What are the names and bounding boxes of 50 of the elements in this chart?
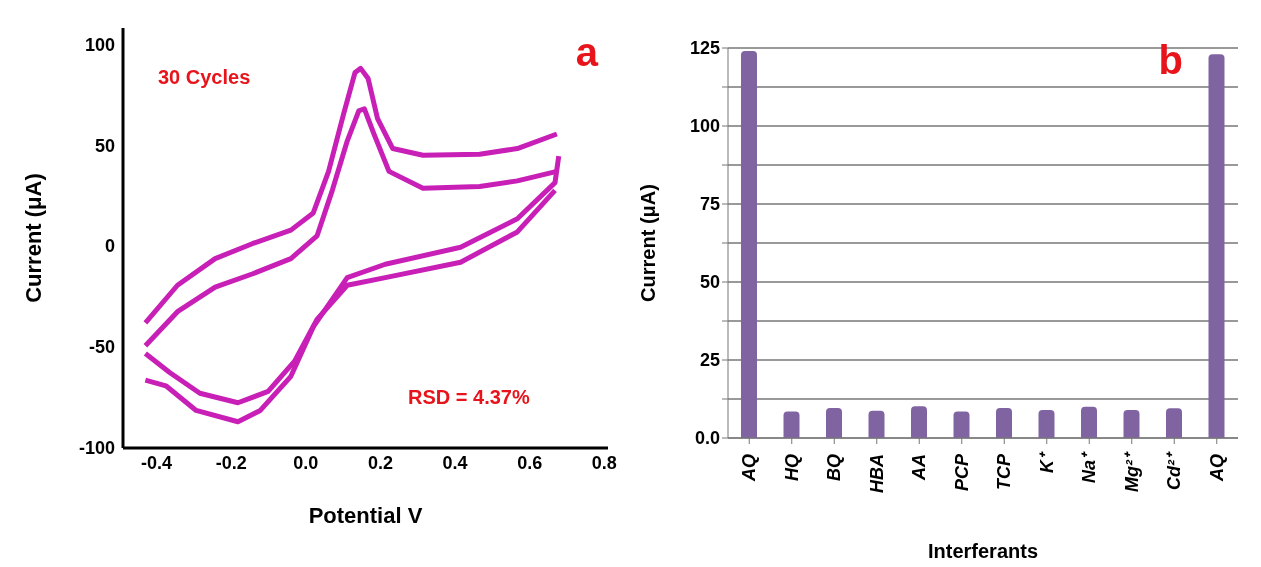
bar	[1123, 409, 1140, 438]
x-tick-label: HQ	[781, 454, 802, 481]
x-tick-label: 0.0	[293, 452, 319, 473]
x-tick-label: PCP	[951, 453, 972, 492]
x-tick-label: -0.4	[141, 452, 173, 473]
bar	[741, 51, 757, 438]
y-tick-label: 0.0	[694, 428, 720, 449]
bar	[911, 406, 927, 438]
x-tick-label: Na⁺	[1079, 451, 1100, 484]
y-tick-label: -50	[88, 337, 115, 358]
x-tick-label: 0.8	[591, 452, 617, 473]
annotation: b	[1158, 38, 1183, 83]
y-tick-label: 100	[689, 116, 720, 137]
x-tick-label: HBA	[866, 454, 887, 493]
bar	[1081, 406, 1097, 438]
bar	[1038, 409, 1055, 438]
bar	[783, 411, 800, 438]
y-tick-label: 50	[94, 135, 115, 156]
x-tick-label: 0.4	[442, 452, 468, 473]
x-tick-label: AQ	[1206, 454, 1227, 482]
y-tick-label: -100	[78, 438, 115, 459]
bar	[826, 408, 842, 438]
annotation: 30 Cycles	[158, 66, 251, 89]
x-tick-label: BQ	[824, 454, 845, 481]
y-tick-label: 100	[84, 34, 115, 55]
bar	[953, 411, 970, 438]
x-tick-label: 0.6	[517, 452, 543, 473]
y-axis-title: Current (μA)	[20, 173, 46, 303]
bar	[996, 408, 1012, 438]
annotation: a	[575, 30, 598, 75]
x-tick-label: Cd²⁺	[1164, 451, 1185, 490]
y-tick-label: 25	[699, 350, 720, 371]
x-tick-label: AQ	[739, 454, 760, 482]
x-tick-label: Mg²⁺	[1121, 451, 1142, 492]
y-tick-label: 0	[104, 236, 115, 257]
x-tick-label: K⁺	[1036, 451, 1057, 473]
x-tick-label: TCP	[994, 453, 1015, 490]
y-tick-label: 50	[699, 272, 720, 293]
x-tick-label: AA	[909, 454, 930, 481]
x-axis-title: Interferants	[927, 540, 1039, 562]
x-tick-label: 0.2	[367, 452, 393, 473]
y-tick-label: 75	[699, 194, 720, 215]
bar	[1166, 408, 1182, 438]
bar	[1208, 54, 1225, 438]
x-axis-title: Potential V	[308, 503, 423, 528]
bar	[868, 410, 885, 438]
y-tick-label: 125	[689, 38, 720, 59]
x-tick-label: -0.2	[215, 452, 247, 473]
y-axis-title: Current (μA)	[637, 184, 660, 302]
annotation: RSD = 4.37%	[408, 386, 530, 409]
